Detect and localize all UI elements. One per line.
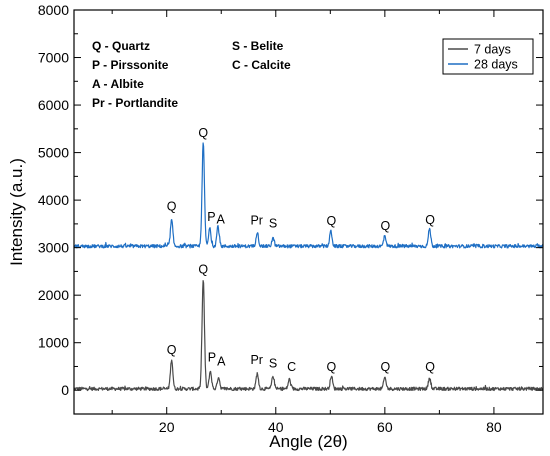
y-axis-title: Intensity (a.u.) <box>7 158 26 266</box>
peak-label: Pr <box>250 353 263 367</box>
peak-label: Q <box>327 360 337 374</box>
series-line-28-days <box>73 142 544 249</box>
x-tick-label: 40 <box>268 419 284 435</box>
peak-label: S <box>269 356 277 370</box>
peak-label: Q <box>167 343 177 357</box>
plot-frame <box>73 9 544 415</box>
series-layer <box>73 142 544 392</box>
y-tick-label: 0 <box>61 382 69 398</box>
axes-layer: 20 40 60 80 0 1000 2000 3000 4000 5000 6000 7000 800… <box>38 2 544 435</box>
x-axis-title: Angle (2θ) <box>269 432 347 451</box>
y-tick-label: 7000 <box>38 50 69 66</box>
legend-label: 7 days <box>474 43 511 57</box>
y-tick-label: 1000 <box>38 335 69 351</box>
peak-label: Pr <box>250 213 263 227</box>
x-tick-label: 60 <box>377 419 393 435</box>
peak-label: Q <box>425 360 435 374</box>
peak-label: Q <box>425 213 435 227</box>
x-tick-label: 80 <box>486 419 502 435</box>
peak-label: Q <box>381 360 391 374</box>
peak-label: Q <box>198 262 208 276</box>
y-tick-label: 5000 <box>38 145 69 161</box>
y-tick-label: 2000 <box>38 287 69 303</box>
phase-key-entry: S - Belite <box>232 39 284 53</box>
x-tick-label: 20 <box>159 419 175 435</box>
peak-label: P <box>207 210 215 224</box>
phase-key-entry: P - Pirssonite <box>92 58 169 72</box>
peak-label: A <box>217 355 226 369</box>
peak-label: P <box>208 351 216 365</box>
phase-key: Q - Quartz S - Belite P - Pirssonite C - Ca… <box>92 39 291 110</box>
y-tick-label: 6000 <box>38 97 69 113</box>
phase-key-entry: Q - Quartz <box>92 39 150 53</box>
y-tick-label: 8000 <box>38 2 69 18</box>
peak-label: C <box>287 360 296 374</box>
peak-label: S <box>269 217 277 231</box>
legend-label: 28 days <box>474 58 518 72</box>
phase-key-entry: C - Calcite <box>232 58 291 72</box>
y-tick-label: 4000 <box>38 192 69 208</box>
peak-label: A <box>217 212 226 226</box>
y-tick-label: 3000 <box>38 240 69 256</box>
series-line-7-days <box>73 280 544 392</box>
peak-label: Q <box>198 126 208 140</box>
phase-key-entry: Pr - Portlandite <box>92 96 178 110</box>
phase-key-entry: A - Albite <box>92 77 144 91</box>
peak-label: Q <box>167 200 177 214</box>
legend-box <box>442 38 534 75</box>
peak-label: Q <box>381 219 391 233</box>
peak-label: Q <box>327 214 337 228</box>
